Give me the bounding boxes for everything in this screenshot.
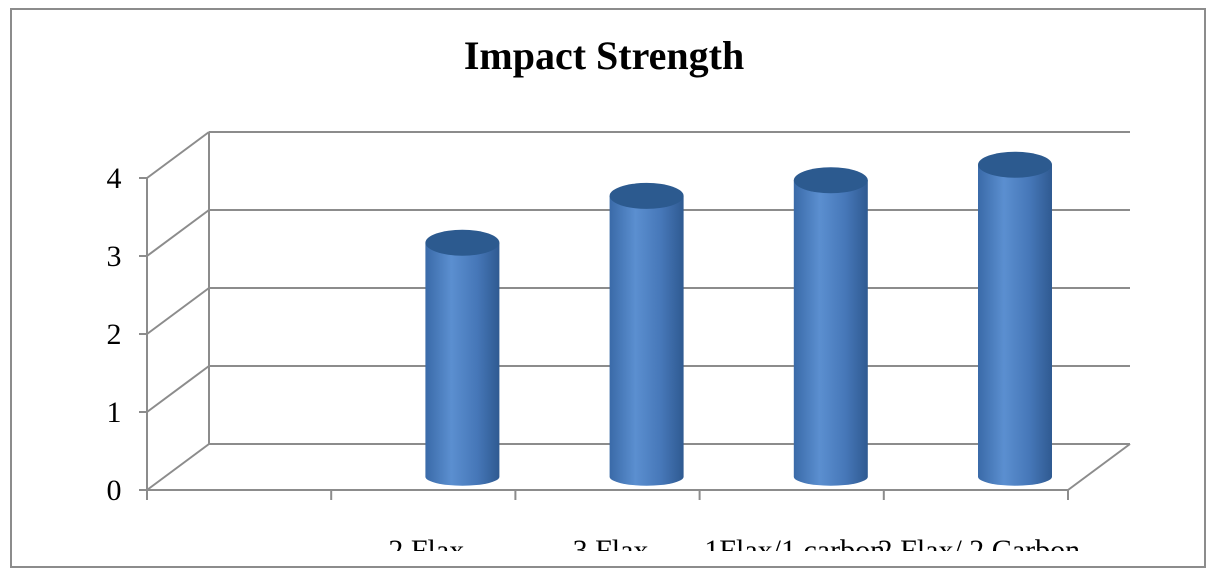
bar-top (425, 229, 500, 256)
x-tick-label: 3 Flax (573, 534, 649, 551)
y-tick-label: 4 (107, 162, 122, 195)
bar-top (978, 151, 1052, 178)
bar (978, 151, 1052, 486)
bar-body (425, 242, 500, 486)
y-tick-label: 1 (107, 396, 122, 429)
floor-right-edge (1067, 443, 1131, 491)
gridline-depth (146, 365, 210, 413)
bar (425, 229, 500, 486)
bar-top (609, 182, 684, 209)
y-tick-label: 0 (107, 474, 122, 507)
gridline-depth (146, 443, 210, 491)
bar-body (609, 195, 684, 486)
axes (139, 132, 1131, 500)
chart-title: Impact Strength (463, 33, 745, 78)
y-tick-label: 3 (107, 240, 122, 273)
bar-top (793, 167, 868, 194)
x-tick-label: 2 Flax (388, 534, 464, 551)
bars (425, 151, 1052, 486)
y-tick-label: 2 (107, 318, 122, 351)
bar (609, 182, 684, 486)
gridline-depth (146, 209, 210, 257)
bar-body (978, 164, 1052, 486)
gridline-depth (146, 131, 210, 179)
x-tick-label: 2 Flax/ 2 Carbon (878, 534, 1081, 551)
bar (793, 167, 868, 486)
gridline-depth (146, 287, 210, 335)
bar-body (793, 180, 868, 486)
x-tick-label: 1Flax/1 carbon (704, 534, 885, 551)
